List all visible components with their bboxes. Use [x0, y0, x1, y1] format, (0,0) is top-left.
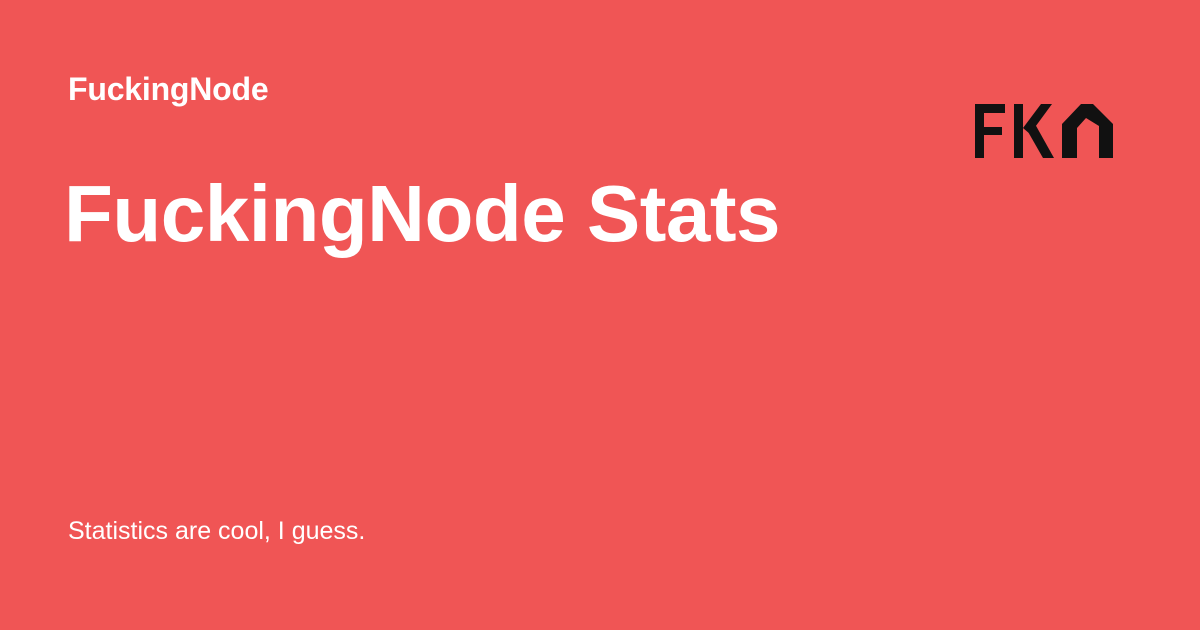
page-tagline: Statistics are cool, I guess. [68, 517, 366, 545]
page-title: FuckingNode Stats [64, 169, 781, 258]
site-name: FuckingNode [68, 71, 269, 107]
fkn-logo-icon [975, 104, 1115, 160]
